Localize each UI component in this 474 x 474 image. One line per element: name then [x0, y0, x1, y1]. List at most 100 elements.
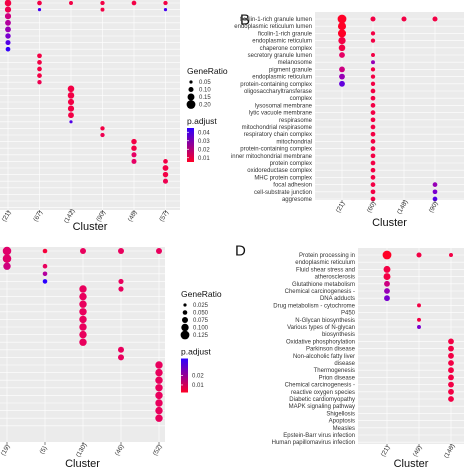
- dot-point: [370, 182, 376, 187]
- dot-point: [163, 159, 168, 164]
- legend-size-dot: [182, 317, 188, 323]
- dot-point: [69, 1, 73, 5]
- legend-size-label: 0.15: [199, 95, 211, 101]
- legend-size-label: 0.075: [193, 318, 209, 324]
- x-tick-label: (67): [32, 209, 44, 223]
- dot-point: [370, 117, 376, 123]
- y-tick-label: protein-containing complex: [240, 82, 312, 88]
- dot-point: [79, 292, 87, 301]
- dot-point: [79, 338, 87, 346]
- y-tick-label: aggresome: [282, 197, 313, 203]
- y-tick-label: oxidoreductase complex: [247, 168, 312, 174]
- dot-point: [337, 14, 347, 24]
- y-tick-label: MAPK signaling pathway: [289, 404, 355, 410]
- y-tick-label: disease: [334, 361, 355, 367]
- dot-point: [370, 38, 376, 43]
- dot-point: [4, 6, 12, 13]
- y-tick-label: Parkinson disease: [306, 347, 356, 353]
- dot-point: [384, 295, 390, 302]
- dot-point: [37, 53, 42, 59]
- dot-point: [100, 126, 105, 131]
- y-tick-label: oligosaccharyltransferase: [244, 89, 313, 95]
- dot-point: [118, 248, 124, 254]
- dot-point: [448, 352, 454, 359]
- legend-size-dot: [186, 100, 196, 109]
- dot-point: [155, 376, 163, 384]
- y-tick-label: Oxidative phosphorylation: [286, 339, 355, 345]
- dot-point: [448, 388, 454, 395]
- dot-point: [401, 16, 407, 22]
- dot-point: [337, 29, 347, 38]
- dot-point: [370, 74, 376, 79]
- y-tick-label: Various types of N-glycan: [287, 325, 355, 331]
- plot-background: [315, 12, 464, 200]
- dot-point: [42, 279, 48, 284]
- dot-point: [5, 33, 11, 39]
- y-tick-label: Measles: [333, 426, 355, 432]
- y-tick-label: Epstein-Barr virus infection: [283, 433, 355, 439]
- y-tick-label: Thermogenesis: [314, 368, 355, 374]
- dot-point: [383, 265, 391, 273]
- legend-size-dot: [188, 86, 194, 93]
- x-tick-label: (21): [380, 444, 392, 458]
- legend-size-dot: [189, 80, 193, 84]
- legend-size-dot: [187, 93, 195, 101]
- legend-size-title: GeneRatio: [181, 289, 222, 299]
- dot-point: [67, 85, 75, 93]
- dot-point: [448, 338, 454, 345]
- legend-color-label: 0.02: [192, 374, 204, 380]
- legend-color-title: p.adjust: [187, 116, 217, 126]
- legend-color-bar: [187, 128, 194, 162]
- dot-point: [449, 253, 453, 257]
- y-tick-label: ficolin-1-rich granule: [258, 31, 313, 37]
- dot-point: [338, 44, 346, 52]
- dot-point: [37, 73, 42, 78]
- dot-point: [370, 175, 376, 180]
- legend-size-label: 0.20: [199, 103, 211, 109]
- dot-point: [118, 286, 124, 292]
- x-tick-label: (21): [1, 209, 13, 223]
- dot-point: [370, 131, 376, 137]
- x-tick-label: (49): [412, 444, 424, 458]
- y-tick-label: protein complex: [270, 161, 312, 167]
- x-tick-label: (5): [39, 445, 49, 455]
- y-tick-label: respirasome: [279, 118, 313, 124]
- dot-point: [383, 273, 391, 281]
- y-tick-label: Diabetic cardiomyopathy: [289, 397, 355, 403]
- y-tick-label: Apoptosis: [329, 419, 355, 425]
- dot-point: [37, 8, 42, 12]
- dot-point: [69, 120, 73, 124]
- dot-point: [432, 16, 438, 22]
- dot-point: [100, 7, 105, 12]
- x-axis-title: Cluster: [73, 221, 108, 233]
- dot-point: [155, 406, 163, 415]
- x-tick-label: (60): [366, 200, 378, 214]
- y-tick-label: endoplasmic reticulum: [252, 39, 312, 45]
- dot-point: [155, 368, 163, 377]
- dot-point: [338, 36, 346, 45]
- plot-background: [0, 0, 180, 210]
- dot-point: [80, 248, 86, 254]
- panel-label-b: B: [240, 11, 250, 28]
- dot-layer: [382, 250, 454, 402]
- dot-point: [382, 250, 392, 260]
- dot-point: [37, 80, 42, 85]
- y-tick-label: lysosomal membrane: [255, 103, 313, 109]
- dot-point: [79, 300, 87, 308]
- dot-point: [5, 40, 11, 46]
- x-tick-label: (21): [335, 200, 347, 214]
- dot-point: [384, 280, 390, 287]
- dot-point: [432, 196, 438, 202]
- legend-size-dot: [182, 310, 188, 315]
- dot-point: [370, 88, 376, 94]
- dot-point: [79, 285, 87, 293]
- legend-size-dot: [180, 330, 190, 340]
- dot-point: [370, 110, 376, 115]
- y-tick-label: Chemical carcinogenesis -: [285, 383, 355, 389]
- y-tick-label: reactive oxygen species: [291, 390, 355, 396]
- dot-point: [4, 0, 12, 7]
- dot-point: [37, 0, 42, 6]
- y-tick-label: P450: [341, 311, 356, 317]
- dot-point: [100, 132, 105, 138]
